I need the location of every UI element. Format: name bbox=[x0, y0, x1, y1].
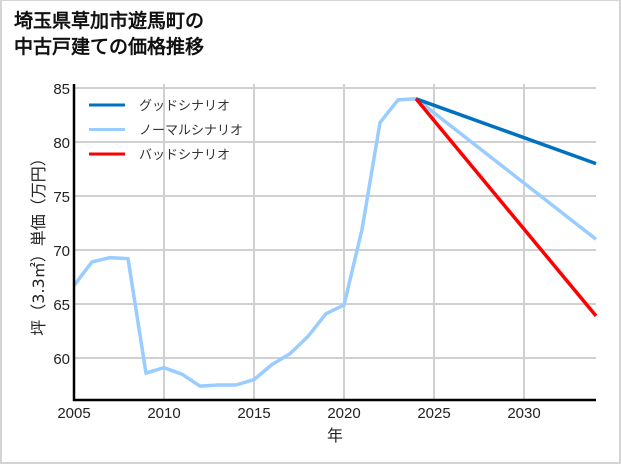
gridlines bbox=[74, 84, 596, 400]
y-tick-label: 75 bbox=[53, 189, 70, 206]
legend-label: グッドシナリオ bbox=[139, 99, 230, 114]
legend-label: バッドシナリオ bbox=[139, 148, 230, 163]
x-tick-label: 2015 bbox=[237, 405, 270, 422]
x-tick-label: 2020 bbox=[327, 405, 360, 422]
y-tick-label: 70 bbox=[53, 243, 70, 260]
chart-title-line1: 埼玉県草加市遊馬町の bbox=[14, 10, 205, 32]
x-tick-label: 2010 bbox=[147, 405, 180, 422]
y-tick-label: 60 bbox=[53, 351, 70, 368]
series-line-0 bbox=[415, 97, 597, 166]
series-line-2 bbox=[414, 97, 598, 318]
axes bbox=[72, 84, 596, 402]
y-tick-label: 85 bbox=[53, 81, 70, 98]
x-axis-label: 年 bbox=[327, 426, 343, 445]
chart-title-line2: 中古戸建ての価格推移 bbox=[14, 36, 205, 58]
x-tick-label: 2005 bbox=[57, 405, 90, 422]
x-tick-label: 2025 bbox=[417, 405, 450, 422]
chart-title: 埼玉県草加市遊馬町の 中古戸建ての価格推移 bbox=[14, 8, 204, 60]
legend-label: ノーマルシナリオ bbox=[139, 124, 243, 139]
y-axis-ticks: 60 65 70 75 80 85 bbox=[53, 81, 70, 368]
y-tick-label: 65 bbox=[53, 297, 70, 314]
y-axis-label: 坪（3.3㎡）単価（万円） bbox=[29, 150, 48, 335]
data-series bbox=[72, 97, 598, 388]
y-tick-label: 80 bbox=[53, 135, 70, 152]
x-tick-label: 2030 bbox=[507, 405, 540, 422]
series-line-1 bbox=[72, 97, 598, 388]
x-axis-ticks: 2005 2010 2015 2020 2025 2030 bbox=[57, 405, 540, 422]
